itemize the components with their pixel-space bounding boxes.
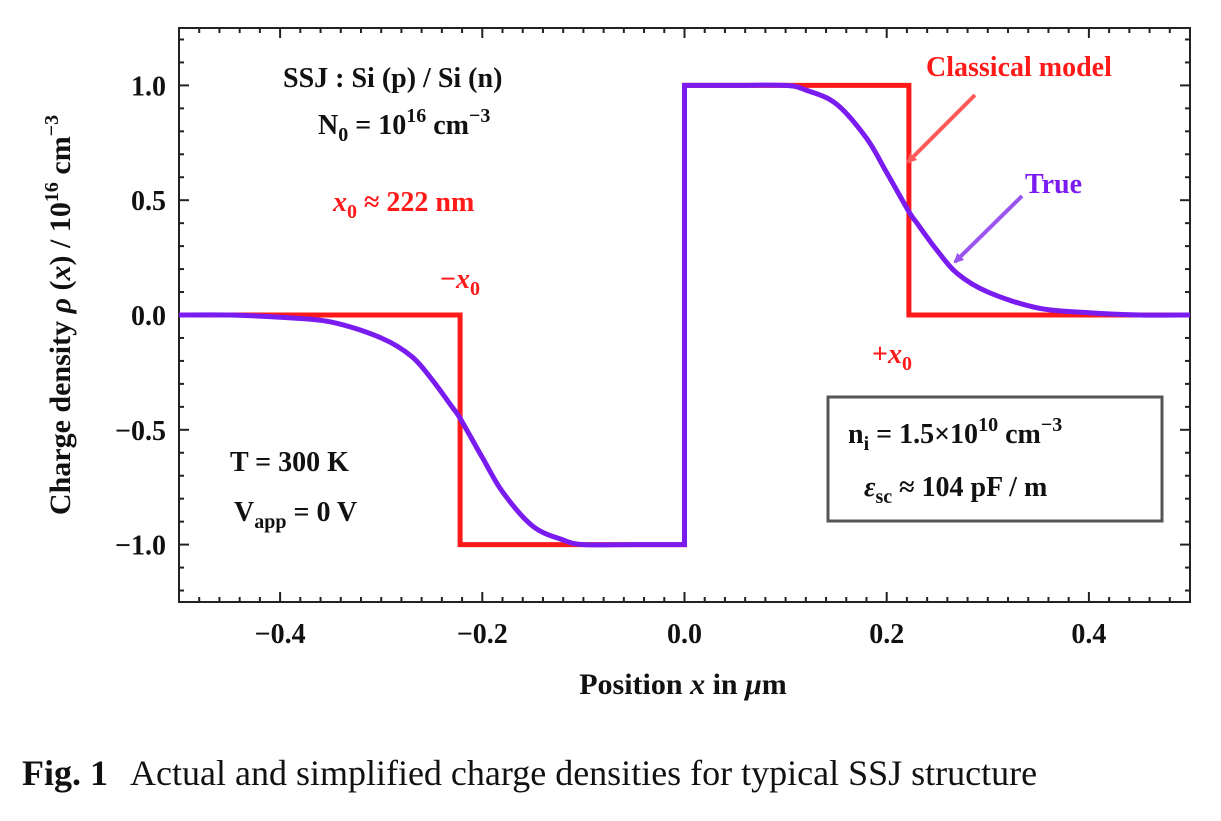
x-tick-label: 0.2 <box>869 619 904 650</box>
true-line <box>178 82 1191 548</box>
x-tick-label: 0.0 <box>667 619 702 650</box>
permittivity-label: εsc ≈ 104 pF / m <box>864 472 1047 508</box>
x-axis-title: Position x in μm <box>579 668 787 701</box>
x-tick-label: 0.4 <box>1071 619 1106 650</box>
doping-label: N0 = 1016 cm−3 <box>318 105 490 146</box>
true-legend: True <box>1025 169 1082 200</box>
y-tick-label: −1.0 <box>115 531 166 562</box>
axis-ticks <box>179 28 1190 602</box>
true-arrow <box>953 194 1024 264</box>
material-parameter-box: ni = 1.5×1010 cm−3 εsc ≈ 104 pF / m <box>826 395 1164 523</box>
x-tick-label: −0.4 <box>255 619 306 650</box>
chart: −0.4 −0.2 0.0 0.2 0.4 −1.0 −0.5 0.0 0.5 1.0 SSJ :… <box>41 27 1191 701</box>
figure-caption: Fig. 1 Actual and simplified charge densi… <box>22 752 1037 794</box>
figure-label: Fig. 1 <box>22 753 108 793</box>
x0-value-label: x0 ≈ 222 nm <box>332 187 474 223</box>
applied-voltage-label: Vapp = 0 V <box>234 497 357 533</box>
figure-caption-text: Actual and simplified charge densities f… <box>130 753 1038 793</box>
plus-x0-label: +x0 <box>872 339 912 375</box>
annotation-arrows <box>906 93 1024 264</box>
classical-model-legend: Classical model <box>926 52 1112 83</box>
tick-labels: −0.4 −0.2 0.0 0.2 0.4 −1.0 −0.5 0.0 0.5 1.0 <box>115 71 1106 650</box>
y-tick-label: 1.0 <box>131 71 166 102</box>
classical-model-arrow <box>906 93 977 164</box>
temperature-label: T = 300 K <box>230 447 349 478</box>
intrinsic-carrier-label: ni = 1.5×1010 cm−3 <box>848 414 1062 455</box>
y-tick-label: −0.5 <box>115 416 166 447</box>
x-tick-label: −0.2 <box>457 619 508 650</box>
y-axis-title: Charge density ρ (x) / 1016 cm−3 <box>41 115 77 515</box>
y-tick-label: 0.0 <box>131 301 166 332</box>
ssj-label: SSJ : Si (p) / Si (n) <box>283 63 502 94</box>
y-tick-label: 0.5 <box>131 186 166 217</box>
series-layer <box>178 82 1191 548</box>
minus-x0-label: −x0 <box>440 264 480 300</box>
